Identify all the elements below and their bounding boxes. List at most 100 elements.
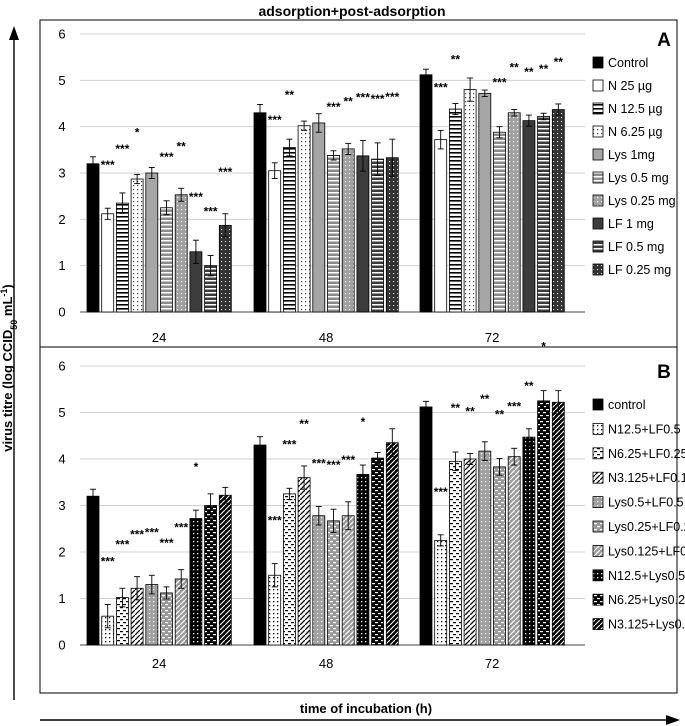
panel-b-bar [174, 578, 188, 646]
y-axis-arrow [9, 26, 19, 700]
panel-a-significance-label: *** [326, 100, 340, 114]
panel-b-significance-label: ** [495, 408, 505, 422]
panel-a-significance-label: ** [539, 62, 549, 76]
panel-a-legend-label: N 25 µg [608, 79, 652, 93]
panel-b-legend-swatch [592, 569, 604, 582]
panel-b-y-tick-label: 3 [58, 498, 65, 513]
panel-a-significance-label: *** [189, 190, 203, 204]
panel-a-bar [174, 194, 188, 313]
panel-a-y-tick-label: 6 [58, 27, 65, 42]
panel-a-bar [385, 157, 399, 313]
panel-a-y-tick-label: 3 [58, 166, 65, 181]
panel-b-significance-label: ** [524, 379, 534, 393]
panel-b-error-bar [271, 563, 278, 588]
panel-b-bar [86, 495, 100, 646]
panel-b-bar [551, 401, 565, 646]
panel-a-error-bar [271, 162, 278, 180]
panel-b-error-bar [330, 508, 337, 533]
panel-b-legend-swatch [592, 618, 604, 630]
panel-a-bar [522, 120, 536, 313]
panel-a-bar [478, 92, 492, 313]
panel-a-letter: A [657, 30, 671, 51]
panel-a-legend-swatch [592, 194, 604, 207]
panel-a-bar [327, 154, 340, 313]
figure-title: adsorption+post-adsorption [258, 3, 445, 19]
panel-a-bar [371, 158, 385, 313]
panel-a-bar [434, 139, 448, 313]
panel-b-legend-label: N6.25+Lys0.25 [608, 593, 685, 607]
panel-b-significance-label: *** [159, 536, 173, 550]
x-axis-label: time of incubation (h) [300, 701, 432, 716]
panel-b-bar [371, 457, 385, 646]
panel-b-significance-label: ** [451, 401, 461, 415]
panel-a-legend-label: Lys 0.25 mg [608, 194, 676, 208]
panel-a-error-bar [481, 89, 488, 98]
panel-b-legend-label: N12.5+LF0.5 [608, 422, 681, 436]
panel-a-error-bar [178, 187, 185, 202]
panel-a-error-bar [286, 138, 293, 157]
panel-b-error-bar [207, 493, 214, 518]
panel-a-bar [218, 224, 232, 313]
panel-a-error-bar [452, 103, 459, 116]
panel-b-error-bar [301, 465, 308, 490]
panel-b-significance-label: *** [101, 555, 115, 569]
panel-b-error-bar [286, 487, 293, 500]
panel-a-legend-swatch [592, 148, 604, 161]
panel-b-error-bar [345, 501, 352, 531]
panel-a-legend-swatch [592, 56, 604, 69]
panel-b-legend-swatch [592, 545, 604, 557]
panel-a-significance-label: ** [285, 88, 295, 102]
panel-b-error-bar [374, 452, 381, 465]
panel-a-significance-label: *** [101, 158, 115, 172]
panel-b-y-tick-label: 2 [58, 545, 65, 560]
panel-a-error-bar [496, 126, 503, 139]
panel-b-bar [160, 592, 173, 646]
panel-b-error-bar [359, 464, 366, 485]
panel-b-legend-label: N12.5+Lys0.5 [608, 569, 685, 583]
panel-a-legend-swatch [592, 171, 604, 184]
panel-a-legend-label: Control [608, 56, 648, 70]
panel-a-error-bar [119, 192, 126, 214]
panel-a-significance-label: *** [218, 165, 232, 179]
panel-b-x-tick-label: 72 [485, 656, 499, 671]
panel-a-legend-label: Lys 0.5 mg [608, 171, 669, 185]
panel-b-significance-label: *** [174, 521, 188, 535]
panel-b-error-bar [437, 534, 444, 547]
panel-b-bar [463, 458, 477, 646]
panel-b-error-bar [192, 509, 199, 528]
panel-b-error-bar [315, 505, 322, 526]
panel-b-bar [419, 406, 433, 646]
panel-a-x-tick-label: 48 [319, 330, 333, 345]
panel-a-bar [356, 155, 370, 313]
panel-b-legend-label: Lys0.5+LF0.5 [608, 496, 684, 510]
panel-b-significance-label: *** [341, 453, 355, 467]
panel-a-bar [507, 112, 521, 313]
panel-a-significance-label: *** [356, 91, 370, 105]
panel-b-x-tick-label: 24 [152, 656, 166, 671]
panel-b-error-bar [222, 486, 229, 504]
panel-b-legend-label: N3.125+LF0.125 [608, 471, 685, 485]
panel-b-significance-label: *** [115, 537, 129, 551]
panel-a-error-bar [257, 103, 263, 122]
panel-b-significance-label: *** [326, 458, 340, 472]
panel-b-bar [522, 436, 536, 646]
panel-b-bar [282, 493, 296, 646]
panel-a-error-bar [301, 120, 308, 131]
panel-b-error-bar [389, 428, 396, 458]
panel-b-legend-label: Lys0.25+LF0.25 [608, 520, 685, 534]
panel-a-y-tick-label: 1 [58, 258, 65, 273]
panel-a-bar [419, 74, 433, 313]
panel-b-legend-label: N3.125+Lys0.125 [608, 618, 685, 632]
panel-b-y-tick-label: 5 [58, 405, 65, 420]
panel-b-bar [341, 515, 355, 646]
panel-b-error-bar [452, 451, 459, 472]
panel-b-error-bar [423, 400, 429, 413]
panel-b-y-tick-label: 0 [58, 638, 65, 653]
panel-a-error-bar [104, 207, 111, 220]
panel-a-bar [551, 109, 565, 313]
panel-a-legend-swatch [592, 102, 604, 115]
panel-b-legend-swatch [592, 447, 604, 460]
